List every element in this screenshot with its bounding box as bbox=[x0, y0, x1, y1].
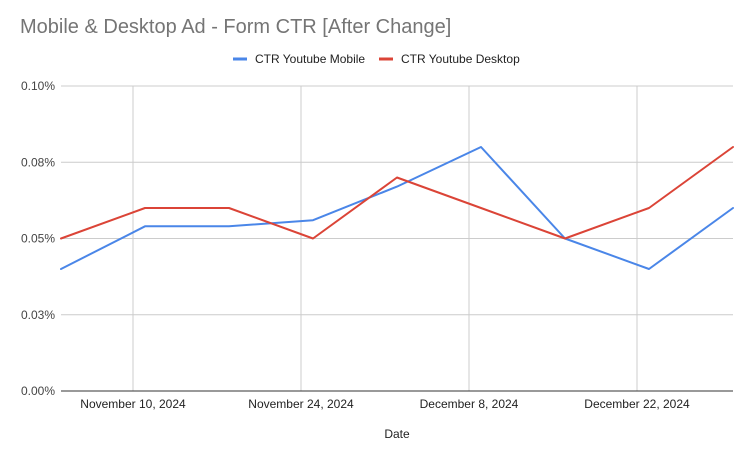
y-tick-label: 0.10% bbox=[21, 79, 55, 93]
x-axis-tick-labels: November 10, 2024 November 24, 2024 Decemb… bbox=[80, 397, 690, 411]
legend-entry-label: CTR Youtube Mobile bbox=[255, 52, 365, 66]
x-tick-label: December 8, 2024 bbox=[420, 397, 519, 411]
chart-title: Mobile & Desktop Ad - Form CTR [After Ch… bbox=[20, 16, 451, 38]
x-tick-label: December 22, 2024 bbox=[584, 397, 690, 411]
y-tick-label: 0.05% bbox=[21, 232, 55, 246]
series-layer bbox=[60, 146, 734, 270]
y-tick-label: 0.03% bbox=[21, 308, 55, 322]
x-axis-label: Date bbox=[384, 427, 410, 441]
series-line-desktop bbox=[60, 146, 734, 240]
y-tick-label: 0.08% bbox=[21, 155, 55, 169]
y-tick-label: 0.00% bbox=[21, 384, 55, 398]
y-axis-tick-labels: 0.00% 0.03% 0.05% 0.08% 0.10% bbox=[21, 79, 55, 398]
series-line-mobile bbox=[60, 146, 734, 270]
x-tick-label: November 24, 2024 bbox=[248, 397, 354, 411]
x-tick-label: November 10, 2024 bbox=[80, 397, 186, 411]
y-gridlines bbox=[61, 85, 733, 392]
legend-entry-label: CTR Youtube Desktop bbox=[401, 52, 520, 66]
legend: CTR Youtube Mobile CTR Youtube Desktop bbox=[233, 52, 520, 66]
